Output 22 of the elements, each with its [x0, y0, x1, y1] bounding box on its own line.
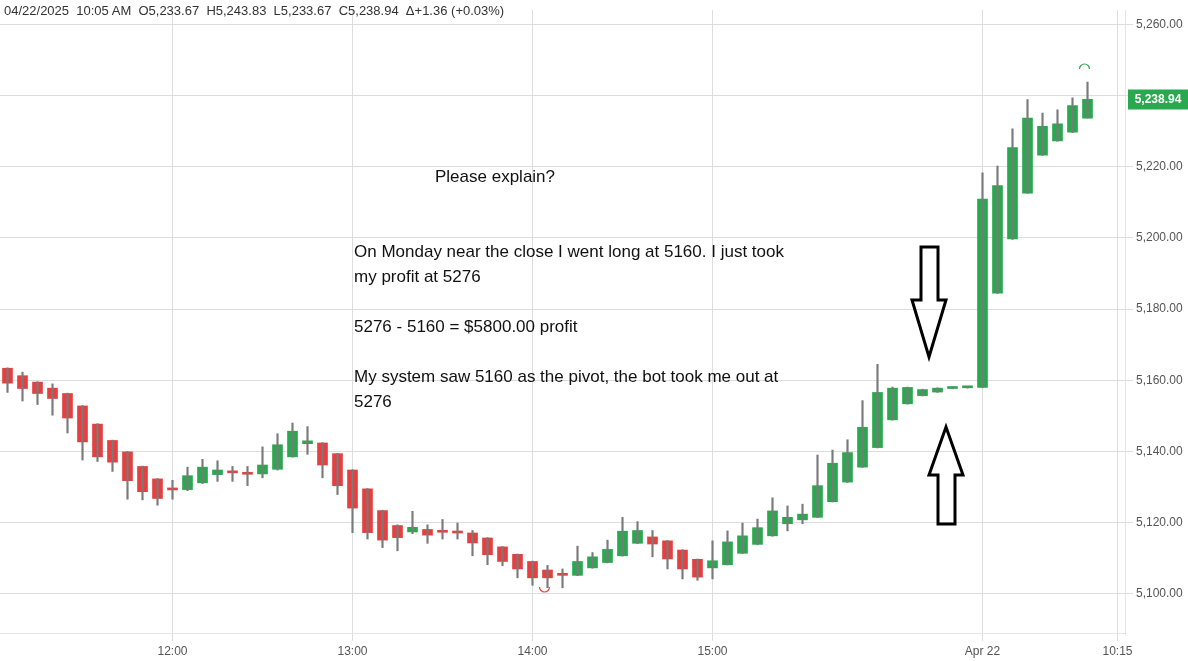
x-tick-label: 12:00 [157, 643, 188, 658]
y-tick-label: 5,160.00 [1136, 372, 1184, 387]
text: 5,238.94 [1134, 91, 1182, 106]
y-tick-label: 5,100.00 [1136, 586, 1184, 601]
y-tick-label: 5,220.00 [1136, 159, 1184, 174]
x-tick-label: 10:15 [1102, 643, 1133, 658]
y-tick-label: 5,180.00 [1136, 301, 1184, 316]
annotation: Please explain? [435, 166, 557, 188]
y-tick-label: 5,260.00 [1136, 16, 1184, 31]
y-tick-label: 5,140.00 [1136, 443, 1184, 458]
x-tick-label: 14:00 [517, 643, 548, 658]
annotation: 5276 - 5160 = $5800.00 profit [354, 316, 579, 338]
x-tick-label: 13:00 [337, 643, 368, 658]
x-tick-label: 15:00 [697, 643, 728, 658]
annotation: My system saw 5160 as the pivot, the bot took me out at 5276 [354, 366, 780, 413]
y-tick-label: 5,120.00 [1136, 514, 1184, 529]
x-tick-label: Apr 22 [964, 643, 1001, 658]
y-tick-label: 5,200.00 [1136, 230, 1184, 245]
candlestick [962, 385, 973, 389]
annotation: On Monday near the close I went long at 5160. I just took my profit at 5276 [354, 241, 784, 288]
chart-title: 04/22/2025 10:05 AM O5,233.67 H5,243.83 L5,233.67 C5,238.94 Δ+1.36 (+0.03%) [4, 3, 505, 18]
candlestick [932, 387, 943, 393]
